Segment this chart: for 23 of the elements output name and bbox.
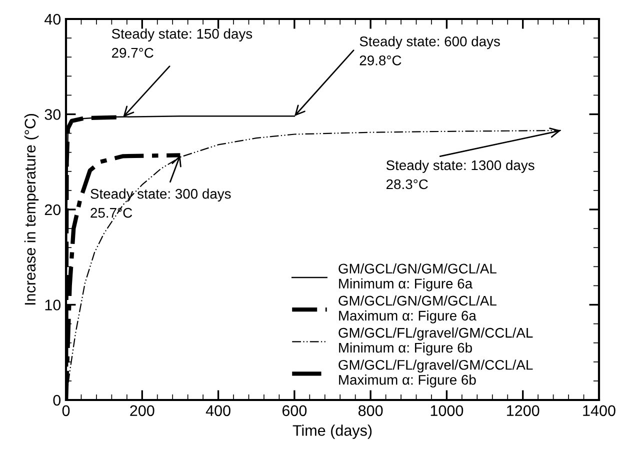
annotation: Steady state: 600 days 29.8°C	[360, 36, 500, 66]
legend-label: GM/GCL/GN/GM/GCL/AL Minimum α: Figure 6a	[338, 263, 496, 292]
x-tick-label: 400	[206, 405, 230, 416]
x-tick-label: 0	[62, 405, 70, 416]
y-tick-label: 0	[53, 394, 61, 406]
y-tick-label: 20	[44, 204, 61, 216]
x-tick-label: 600	[282, 405, 307, 416]
x-tick-label: 200	[130, 405, 154, 416]
x-axis-title: Time (days)	[292, 424, 372, 439]
y-axis-title: Increase in temperature (°C)	[24, 114, 39, 305]
legend-label: GM/GCL/FL/gravel/GM/CCL/AL Maximum α: Figure 6b	[338, 360, 533, 388]
y-tick-label: 40	[44, 14, 61, 25]
y-tick-label: 30	[44, 109, 61, 120]
x-tick-label: 800	[358, 405, 383, 416]
legend-label: GM/GCL/GN/GM/GCL/AL Maximum α: Figure 6a	[338, 295, 496, 324]
x-tick-label: 1000	[430, 405, 464, 416]
x-tick-label: 1400	[583, 405, 616, 416]
legend-label: GM/GCL/FL/gravel/GM/CCL/AL Minimum α: Figure 6b	[338, 328, 533, 356]
y-tick-label: 10	[45, 300, 61, 310]
x-tick-label: 1200	[507, 405, 540, 416]
annotation: Steady state: 150 days 29.7°C	[112, 28, 252, 58]
annotation: Steady state: 1300 days 28.3°C	[386, 160, 534, 190]
annotation: Steady state: 300 days 25.7°C	[90, 188, 231, 218]
